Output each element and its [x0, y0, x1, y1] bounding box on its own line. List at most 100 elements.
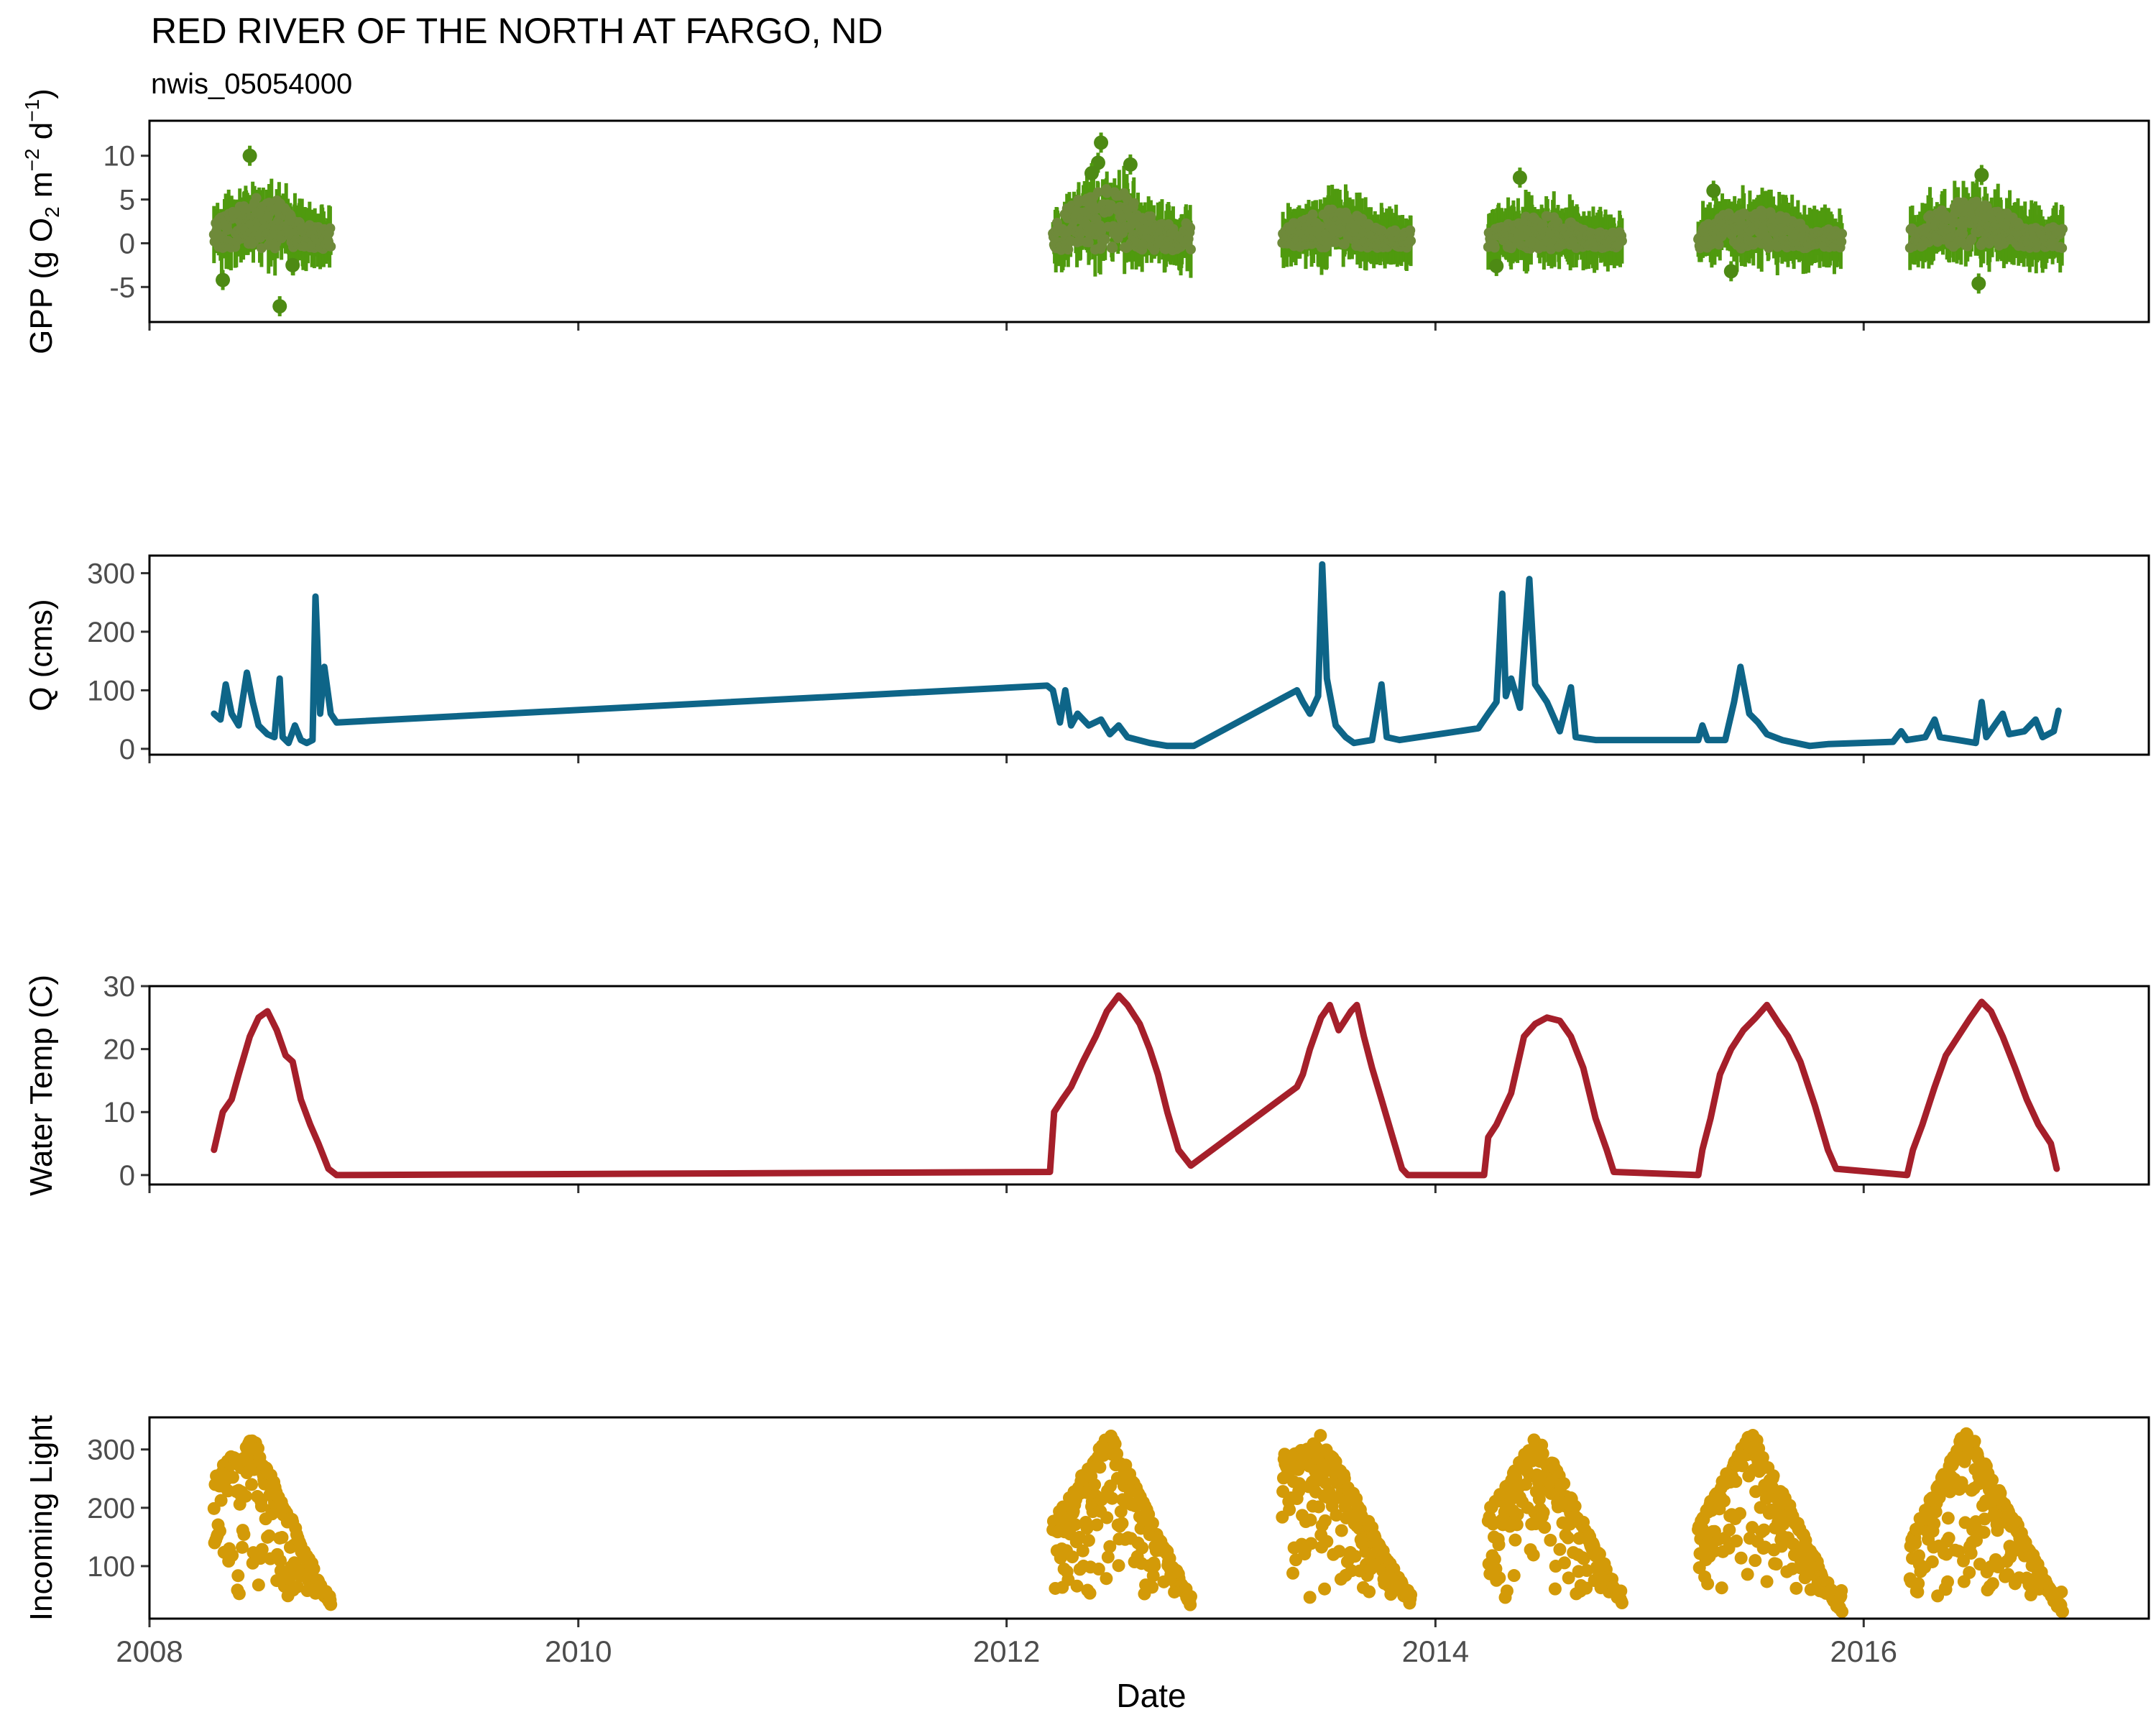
y-tick-label: 100: [87, 1551, 135, 1583]
gpp-point: [325, 223, 336, 234]
gpp-point: [222, 224, 233, 235]
gpp-point: [2058, 224, 2068, 234]
light-point: [1500, 1584, 1514, 1598]
light-point: [1318, 1514, 1332, 1527]
data-layer: [211, 992, 2060, 1179]
light-point: [1835, 1605, 1849, 1619]
light-point: [1756, 1450, 1769, 1464]
gpp-point: [1128, 198, 1139, 208]
gpp-point: [1185, 222, 1196, 233]
light-point: [1536, 1447, 1549, 1460]
gpp-point: [1405, 225, 1416, 236]
gpp-point: [1974, 167, 1989, 183]
data-layer: [207, 1427, 2070, 1619]
light-point: [213, 1524, 226, 1538]
light-point: [1510, 1518, 1524, 1532]
light-point: [1511, 1508, 1524, 1522]
x-axis-label: Date: [1116, 1677, 1186, 1714]
gpp-point: [1096, 226, 1107, 237]
light-point: [1348, 1550, 1362, 1563]
gpp-point: [1489, 242, 1500, 253]
light-point: [1760, 1575, 1774, 1588]
light-point: [1088, 1478, 1102, 1491]
light-point: [1909, 1537, 1922, 1550]
x-tick-label: 2014: [1402, 1634, 1469, 1668]
gpp-point: [1063, 244, 1074, 255]
light-point: [1912, 1577, 1925, 1591]
x-tick-label: 2012: [973, 1634, 1040, 1668]
light-point: [1069, 1518, 1082, 1532]
light-point: [1557, 1477, 1571, 1491]
light-point: [1100, 1511, 1114, 1524]
gpp-point: [1307, 209, 1318, 220]
light-point: [1968, 1435, 1981, 1448]
light-point: [1532, 1492, 1546, 1506]
gpp-point: [1083, 237, 1094, 248]
light-point: [1757, 1523, 1771, 1537]
gpp-point: [216, 272, 231, 288]
y-axis-label: Q (cms): [24, 599, 59, 711]
light-point: [1941, 1512, 1955, 1525]
gpp-point: [1616, 236, 1627, 247]
light-point: [1363, 1585, 1376, 1598]
y-tick-label: 200: [87, 617, 135, 648]
light-point: [1544, 1533, 1557, 1547]
light-point: [1146, 1517, 1159, 1530]
x-tick-label: 2008: [116, 1634, 183, 1668]
light-point: [1526, 1548, 1540, 1562]
light-point: [254, 1499, 268, 1513]
y-tick-label: -5: [109, 272, 135, 303]
x-tick-label: 2010: [545, 1634, 612, 1668]
light-point: [237, 1527, 251, 1541]
light-point: [1580, 1564, 1593, 1578]
light-point: [1548, 1582, 1562, 1596]
light-point: [231, 1569, 245, 1583]
gpp-point: [1084, 166, 1100, 181]
light-point: [290, 1580, 304, 1593]
gpp-point: [1102, 188, 1112, 198]
light-point: [1941, 1575, 1955, 1588]
light-point: [2056, 1605, 2070, 1619]
light-point: [1100, 1572, 1113, 1586]
x-axis: 2008 2010 2012 2014 2016: [116, 1634, 1897, 1668]
light-point: [232, 1587, 246, 1601]
light-point: [1561, 1531, 1575, 1545]
light-point: [1952, 1545, 1966, 1558]
water-temp-line: [211, 992, 2060, 1179]
light-point: [1312, 1500, 1325, 1514]
light-point: [324, 1598, 338, 1611]
light-point: [1105, 1491, 1119, 1505]
y-axis-label: GPP (g O2 m−2 d−1): [21, 88, 63, 354]
light-point: [1730, 1535, 1743, 1548]
light-point: [1291, 1463, 1305, 1476]
gpp-point: [1094, 135, 1109, 150]
light-point: [1303, 1591, 1317, 1604]
gpp-point: [1092, 187, 1103, 198]
y-tick-label: 0: [119, 734, 135, 765]
light-point: [1493, 1571, 1506, 1585]
gpp-point: [1966, 234, 1977, 244]
light-point: [1101, 1550, 1115, 1564]
light-point: [1766, 1469, 1780, 1483]
light-point: [255, 1542, 269, 1556]
x-tick-label: 2016: [1830, 1634, 1897, 1668]
chart-subtitle: nwis_05054000: [151, 68, 352, 100]
gpp-point: [1090, 155, 1105, 170]
light-point: [1286, 1566, 1299, 1580]
gpp-point: [1763, 235, 1774, 246]
gpp-point: [1723, 264, 1738, 279]
light-point: [1093, 1460, 1107, 1474]
gpp-point: [1706, 183, 1721, 198]
gpp-point: [1315, 221, 1326, 231]
y-tick-label: 10: [103, 141, 136, 172]
gpp-point: [1107, 242, 1118, 253]
y-tick-label: 0: [119, 228, 135, 259]
light-point: [1076, 1544, 1089, 1558]
light-point: [1304, 1537, 1318, 1550]
panel-frame: [148, 985, 2150, 1186]
y-tick-label: 100: [87, 675, 135, 707]
light-point: [1733, 1506, 1747, 1520]
light-point: [307, 1562, 321, 1576]
light-point: [1538, 1521, 1552, 1535]
light-point: [1991, 1524, 2004, 1537]
